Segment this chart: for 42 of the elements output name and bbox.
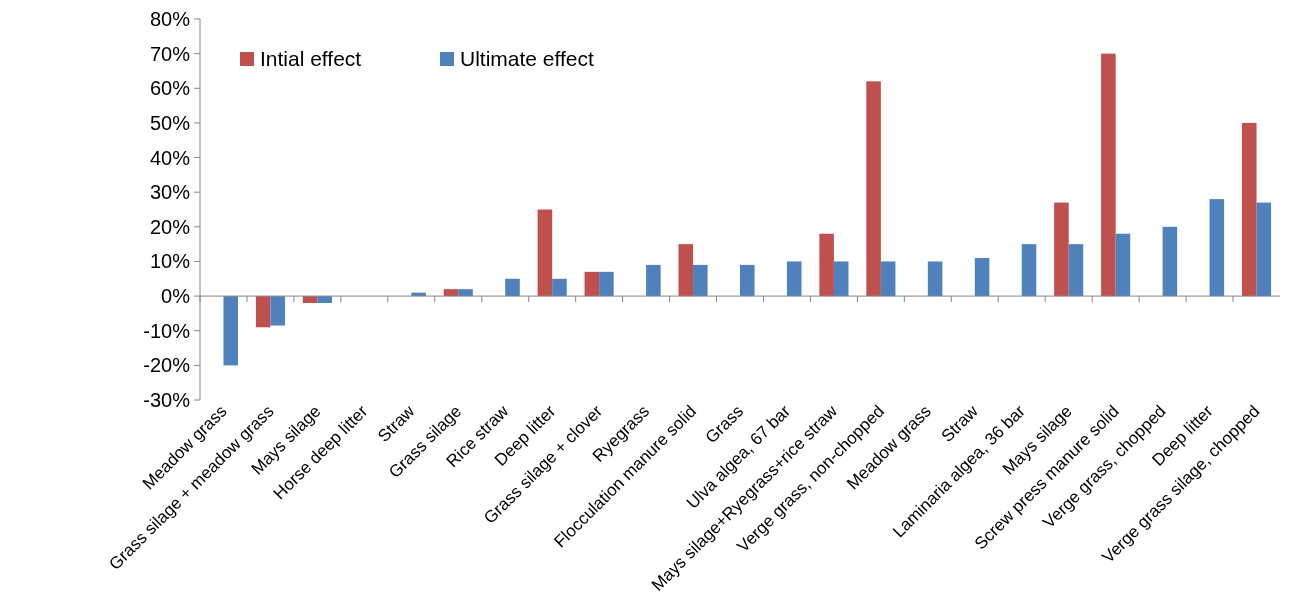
bar [678,244,694,297]
y-tick-label: 20% [149,215,191,238]
bar [833,261,849,297]
y-tick-label: 60% [149,77,191,100]
bar [255,296,271,328]
y-tick-label: -10% [143,319,191,342]
bar [1162,226,1178,297]
bar [1209,199,1225,297]
bar [1101,53,1116,297]
bar [693,264,708,297]
bar [270,296,285,326]
y-tick-label: -20% [143,354,191,377]
y-tick-label: -30% [143,389,191,411]
bar [505,278,520,297]
bar [552,278,567,297]
bar [1068,244,1084,297]
bar [223,296,239,366]
bar [537,209,553,297]
bar [880,261,896,297]
bar [1256,202,1272,297]
bar [1241,122,1257,297]
bar [866,81,881,297]
legend-label: Ultimate effect [460,47,594,71]
y-tick-label: 50% [149,111,191,134]
bar [819,233,834,297]
bar [584,271,600,297]
y-tick-label: 10% [149,250,191,273]
bar [786,261,802,297]
y-tick-label: 0% [161,285,191,308]
bar [1021,244,1037,297]
bar [740,264,755,297]
y-tick-label: 40% [149,146,191,169]
y-tick-label: 30% [149,181,191,204]
bar [927,261,943,297]
y-tick-label: 80% [149,8,191,30]
y-tick-label: 70% [149,42,191,65]
bar [1115,233,1131,297]
bar [1054,202,1069,297]
bar [646,264,661,297]
legend-label: Intial effect [260,47,362,71]
bar [599,271,614,297]
bar [974,257,990,297]
